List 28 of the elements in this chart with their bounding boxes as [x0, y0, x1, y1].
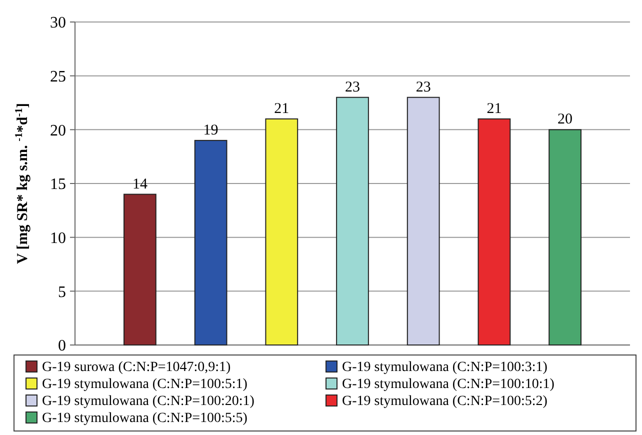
- data-label: 14: [132, 176, 148, 192]
- y-tick-label: 25: [50, 68, 66, 86]
- y-tick-label: 20: [50, 122, 66, 140]
- data-label: 19: [203, 122, 218, 138]
- legend-label: G-19 stymulowana (C:N:P=100:3:1): [342, 360, 548, 375]
- data-label: 21: [274, 100, 290, 117]
- legend-label: G-19 stymulowana (C:N:P=100:5:5): [42, 411, 248, 426]
- data-label: 20: [558, 112, 573, 128]
- bar: [478, 118, 511, 346]
- bar: [406, 96, 440, 346]
- bar: [265, 118, 298, 346]
- legend-label: G-19 stymulowana (C:N:P=100:10:1): [342, 377, 555, 392]
- y-tick-label: 10: [50, 230, 66, 247]
- legend-label: G-19 surowa (C:N:P=1047:0,9:1): [42, 360, 232, 375]
- bar: [194, 140, 228, 346]
- data-label: 23: [416, 79, 431, 96]
- legend-label: G-19 stymulowana (C:N:P=100:5:1): [42, 377, 248, 392]
- y-tick-label: 0: [58, 338, 66, 355]
- y-tick-label: 5: [58, 284, 66, 301]
- legend-label: G-19 stymulowana (C:N:P=100:5:2): [342, 394, 548, 409]
- y-tick-label: 30: [50, 14, 66, 32]
- bar: [548, 129, 582, 346]
- bar: [124, 194, 156, 346]
- bar: [336, 96, 369, 346]
- y-tick-label: 15: [50, 176, 66, 194]
- data-label: 23: [345, 79, 360, 96]
- legend-label: G-19 stymulowana (C:N:P=100:20:1): [42, 394, 255, 409]
- data-label: 21: [486, 100, 502, 117]
